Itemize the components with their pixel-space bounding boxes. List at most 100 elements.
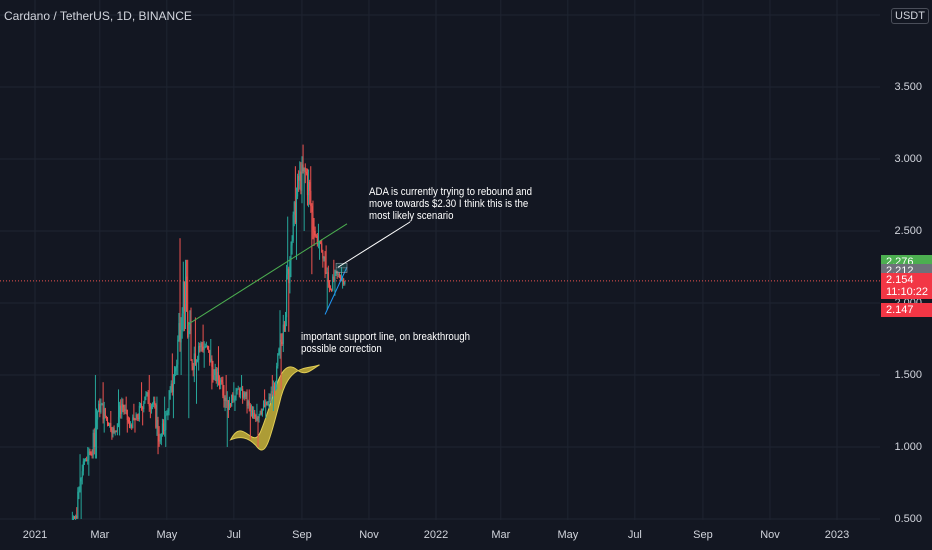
candle-body — [178, 323, 180, 340]
candle-body — [284, 317, 287, 332]
candle-body — [213, 375, 215, 380]
candle-body — [261, 408, 263, 415]
candle-body — [144, 396, 146, 404]
candle-body — [290, 245, 292, 261]
candle-body — [110, 423, 112, 431]
candle-body — [78, 490, 80, 492]
candle-body — [278, 349, 280, 355]
candle-body — [74, 517, 76, 519]
candle-body — [221, 379, 223, 383]
currency-badge[interactable]: USDT — [891, 8, 929, 24]
wave-drawing — [229, 364, 320, 451]
candle-body — [258, 414, 260, 419]
candle-body — [92, 432, 94, 456]
candle-body — [147, 392, 149, 404]
chart-area[interactable]: Cardano / TetherUS, 1D, BINANCE ADA is c… — [0, 0, 880, 548]
candle-body — [77, 491, 79, 518]
candle-body — [268, 397, 270, 404]
candle-body — [139, 403, 142, 406]
price-chart[interactable] — [0, 0, 880, 548]
candle-body — [165, 414, 167, 430]
candle-body — [142, 407, 144, 410]
candle-body — [176, 364, 178, 368]
candle-body — [149, 406, 151, 409]
candle-body — [189, 324, 191, 331]
candle-body — [146, 392, 148, 394]
candle-body — [138, 405, 140, 420]
candle-body — [257, 417, 259, 419]
candle-body — [276, 366, 278, 383]
time-scale[interactable]: 2021 Mar May Jul Sep Nov 2022 Mar May Jul Sep Nov 20… — [0, 520, 880, 550]
candle-body — [87, 459, 89, 461]
candle-body — [338, 273, 340, 278]
candle-body — [106, 418, 109, 423]
annotation-support[interactable]: important support line, on breakthrough … — [301, 331, 470, 355]
candle-body — [226, 400, 228, 402]
candle-body — [191, 360, 193, 367]
candle-body — [108, 422, 110, 426]
candle-body — [309, 181, 311, 191]
candle-body — [297, 176, 299, 197]
candle-body — [318, 240, 321, 244]
candle-body — [280, 339, 282, 342]
candle-body — [323, 257, 325, 259]
time-tick-label: Mar — [90, 529, 110, 541]
annotation-line: important support line, on breakthrough — [301, 331, 470, 343]
candle-body — [208, 346, 210, 350]
candle-body — [164, 429, 166, 431]
candle-body — [342, 279, 344, 281]
time-tick-label: 2023 — [824, 529, 850, 541]
candle-body — [132, 417, 134, 428]
candle-body — [248, 401, 250, 406]
candle-body — [103, 408, 105, 420]
candle-body — [286, 274, 288, 318]
candle-body — [293, 202, 295, 215]
candle-body — [153, 401, 155, 404]
candle-body — [81, 471, 83, 479]
candle-body — [186, 276, 188, 312]
candle-body — [179, 323, 181, 343]
candle-body — [133, 417, 135, 420]
time-tick-label: May — [156, 529, 178, 541]
candle-body — [209, 349, 211, 363]
candle-body — [301, 164, 303, 191]
candle-body — [339, 277, 341, 281]
candle-body — [259, 411, 261, 415]
annotation-rebound[interactable]: ADA is currently trying to rebound and m… — [369, 186, 532, 222]
candle-body — [158, 434, 160, 442]
symbol-title[interactable]: Cardano / TetherUS, 1D, BINANCE — [4, 9, 192, 23]
candle-body — [262, 404, 265, 409]
candle-body — [255, 416, 257, 421]
candle-body — [167, 411, 169, 414]
candle-body — [328, 282, 330, 289]
annotation-line: move towards $2.30 I think this is the — [369, 198, 529, 210]
candle-body — [156, 419, 158, 428]
price-tick-label: 2.500 — [894, 225, 922, 237]
candle-body — [154, 401, 156, 406]
candle-body — [175, 367, 177, 372]
candle-body — [148, 403, 150, 407]
candle-body — [232, 394, 234, 401]
candle-body — [277, 354, 279, 367]
candle-body — [315, 235, 317, 237]
candle-body — [180, 329, 182, 343]
annotation-line: possible correction — [301, 343, 382, 355]
candle-body — [159, 439, 161, 442]
time-tick-label: Jul — [226, 529, 241, 541]
candle-body — [287, 268, 289, 275]
candle-body — [302, 164, 304, 172]
candle-body — [184, 276, 187, 312]
annotation-arrow — [337, 221, 411, 268]
candle-body — [288, 268, 290, 284]
candle-body — [230, 403, 232, 407]
candle-body — [298, 176, 300, 181]
time-tick-label: Nov — [760, 529, 780, 541]
candle-body — [79, 481, 81, 491]
candle-body — [100, 405, 102, 412]
candle-body — [155, 405, 157, 428]
candle-body — [115, 430, 117, 432]
candle-body — [325, 272, 327, 274]
candle-body — [102, 404, 104, 420]
candle-body — [97, 411, 99, 420]
candle-body — [317, 243, 319, 245]
